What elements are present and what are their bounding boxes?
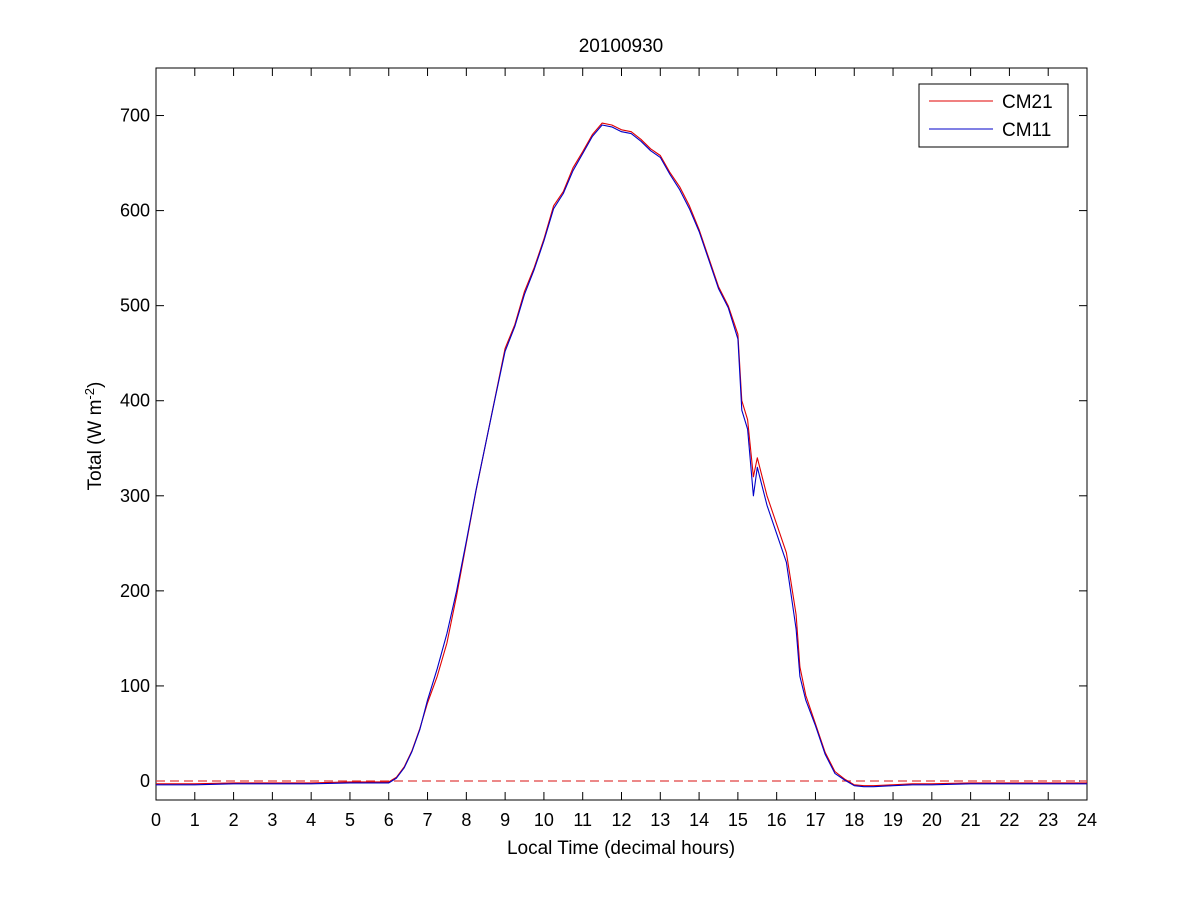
x-tick-label: 7 [423,810,433,830]
x-tick-label: 21 [961,810,981,830]
x-axis-label: Local Time (decimal hours) [507,838,735,859]
y-tick-label: 400 [120,391,150,411]
x-tick-label: 4 [306,810,316,830]
y-axis-label: Total (W m-2) [82,382,107,491]
y-axis-label-close: ) [85,382,106,388]
x-tick-label: 17 [805,810,825,830]
x-tick-label: 1 [190,810,200,830]
y-tick-label: 100 [120,676,150,696]
y-tick-label: 600 [120,201,150,221]
x-tick-label: 6 [384,810,394,830]
x-tick-label: 9 [500,810,510,830]
legend-label-cm21: CM21 [1002,92,1053,113]
x-tick-label: 5 [345,810,355,830]
x-tick-label: 19 [883,810,903,830]
x-tick-label: 16 [767,810,787,830]
x-tick-label: 12 [611,810,631,830]
x-tick-label: 13 [650,810,670,830]
x-tick-label: 2 [229,810,239,830]
y-tick-label: 700 [120,106,150,126]
series-line-cm11 [156,124,1087,788]
legend-box [918,83,1069,148]
x-tick-label: 18 [844,810,864,830]
x-tick-label: 20 [922,810,942,830]
x-tick-label: 8 [461,810,471,830]
y-tick-label: 300 [120,486,150,506]
x-tick-label: 22 [999,810,1019,830]
chart-title: 20100930 [579,36,664,57]
y-tick-label: 200 [120,581,150,601]
y-axis-label-main: Total (W m [85,400,106,491]
x-tick-label: 0 [151,810,161,830]
y-axis-label-exponent: -2 [82,388,97,400]
x-tick-label: 23 [1038,810,1058,830]
x-tick-label: 11 [573,810,592,830]
x-tick-label: 10 [534,810,554,830]
x-tick-label: 14 [689,810,709,830]
x-tick-label: 15 [728,810,748,830]
x-tick-label: 24 [1077,810,1097,830]
x-tick-label: 3 [267,810,277,830]
plot-area: 0 1 2 3 4 5 6 7 8 9 10 11 12 13 14 15 16 17 18 19 20 21 22 23 24… [120,67,1097,830]
y-tick-label: 500 [120,296,150,316]
y-tick-label: 0 [140,771,150,791]
legend-label-cm11: CM11 [1002,120,1051,141]
legend: CM21 CM11 [918,83,1069,148]
